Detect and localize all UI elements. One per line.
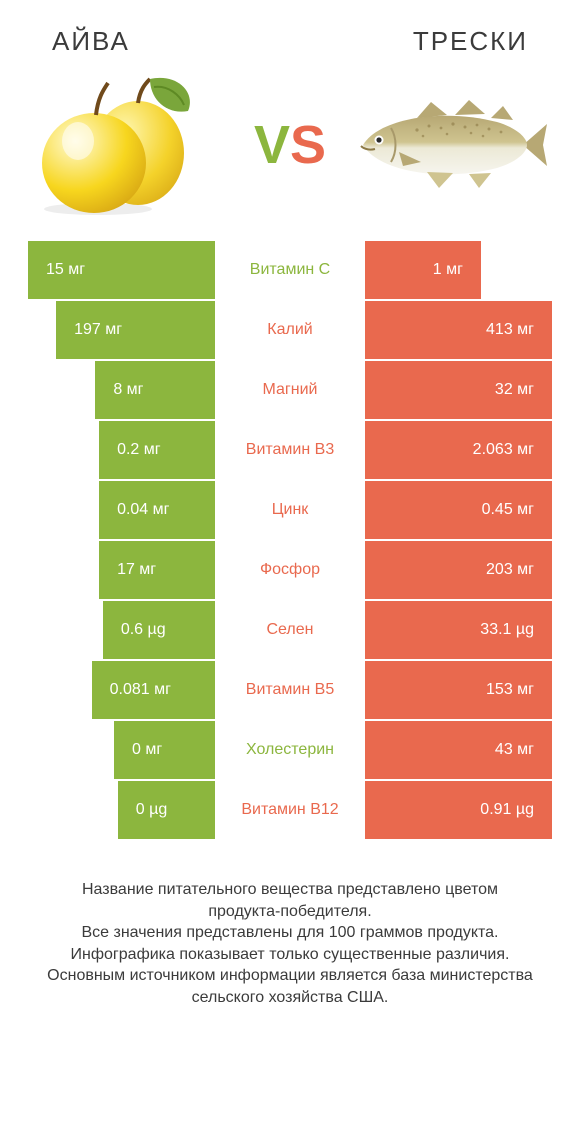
bar-wrap-right: 2.063 мг xyxy=(365,421,552,479)
nutrient-label: Витамин B3 xyxy=(215,441,365,459)
bar-wrap-left: 0.04 мг xyxy=(28,481,215,539)
hero-row: VS xyxy=(28,67,552,237)
bar-wrap-right: 33.1 µg xyxy=(365,601,552,659)
nutrient-label: Фосфор xyxy=(215,561,365,579)
nutrient-label: Магний xyxy=(215,381,365,399)
nutrient-label: Калий xyxy=(215,321,365,339)
comparison-row: 15 мгВитамин C1 мг xyxy=(28,241,552,299)
bar-wrap-right: 203 мг xyxy=(365,541,552,599)
bar-right: 203 мг xyxy=(365,541,552,599)
comparison-row: 0 мгХолестерин43 мг xyxy=(28,721,552,779)
bar-right: 43 мг xyxy=(365,721,552,779)
bar-wrap-left: 0 мг xyxy=(28,721,215,779)
bar-wrap-left: 0 µg xyxy=(28,781,215,839)
vs-s: S xyxy=(290,115,326,175)
comparison-row: 0.6 µgСелен33.1 µg xyxy=(28,601,552,659)
nutrient-label: Витамин B5 xyxy=(215,681,365,699)
bar-right: 33.1 µg xyxy=(365,601,552,659)
comparison-row: 0.081 мгВитамин B5153 мг xyxy=(28,661,552,719)
bar-wrap-right: 413 мг xyxy=(365,301,552,359)
bar-wrap-left: 0.2 мг xyxy=(28,421,215,479)
comparison-row: 8 мгМагний32 мг xyxy=(28,361,552,419)
comparison-row: 197 мгКалий413 мг xyxy=(28,301,552,359)
bar-left: 0 µg xyxy=(118,781,215,839)
vs-v: V xyxy=(254,115,290,175)
bar-right: 32 мг xyxy=(365,361,552,419)
nutrient-label: Витамин B12 xyxy=(215,801,365,819)
bar-right: 0.91 µg xyxy=(365,781,552,839)
bar-wrap-right: 1 мг xyxy=(365,241,552,299)
bar-wrap-right: 0.45 мг xyxy=(365,481,552,539)
title-left: АЙВА xyxy=(52,26,130,57)
nutrient-label: Витамин C xyxy=(215,261,365,279)
bar-left: 8 мг xyxy=(95,361,215,419)
bar-right: 0.45 мг xyxy=(365,481,552,539)
nutrient-label: Холестерин xyxy=(215,741,365,759)
bar-wrap-right: 43 мг xyxy=(365,721,552,779)
quince-illustration xyxy=(28,75,228,215)
cod-illustration xyxy=(352,100,552,190)
bar-right: 413 мг xyxy=(365,301,552,359)
bar-left: 0 мг xyxy=(114,721,215,779)
bar-wrap-left: 17 мг xyxy=(28,541,215,599)
vs-label: VS xyxy=(254,114,326,176)
bar-left: 17 мг xyxy=(99,541,215,599)
bar-right: 1 мг xyxy=(365,241,481,299)
comparison-row: 0.2 мгВитамин B32.063 мг xyxy=(28,421,552,479)
bar-right: 2.063 мг xyxy=(365,421,552,479)
bar-left: 0.2 мг xyxy=(99,421,215,479)
bar-wrap-left: 197 мг xyxy=(28,301,215,359)
comparison-row: 0 µgВитамин B120.91 µg xyxy=(28,781,552,839)
footnote-text: Название питательного вещества представл… xyxy=(28,879,552,1009)
bar-left: 197 мг xyxy=(56,301,215,359)
bar-wrap-left: 8 мг xyxy=(28,361,215,419)
bar-right: 153 мг xyxy=(365,661,552,719)
bar-left: 0.04 мг xyxy=(99,481,215,539)
bar-wrap-right: 32 мг xyxy=(365,361,552,419)
bar-left: 0.081 мг xyxy=(92,661,215,719)
bar-wrap-right: 0.91 µg xyxy=(365,781,552,839)
bar-wrap-left: 0.6 µg xyxy=(28,601,215,659)
bar-left: 0.6 µg xyxy=(103,601,215,659)
title-right: ТРЕСКИ xyxy=(413,26,528,57)
titles-row: АЙВА ТРЕСКИ xyxy=(28,0,552,67)
bar-wrap-right: 153 мг xyxy=(365,661,552,719)
comparison-table: 15 мгВитамин C1 мг197 мгКалий413 мг8 мгМ… xyxy=(28,241,552,839)
bar-left: 15 мг xyxy=(28,241,215,299)
nutrient-label: Цинк xyxy=(215,501,365,519)
bar-wrap-left: 0.081 мг xyxy=(28,661,215,719)
comparison-row: 0.04 мгЦинк0.45 мг xyxy=(28,481,552,539)
bar-wrap-left: 15 мг xyxy=(28,241,215,299)
comparison-row: 17 мгФосфор203 мг xyxy=(28,541,552,599)
nutrient-label: Селен xyxy=(215,621,365,639)
